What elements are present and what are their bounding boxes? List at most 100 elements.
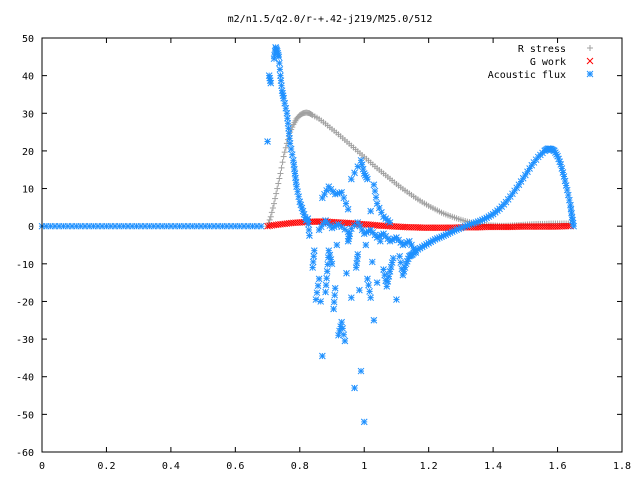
data-point [367,294,375,302]
data-point [306,232,313,239]
data-point [365,227,372,235]
data-point [318,352,326,360]
data-point [163,222,170,230]
data-point [308,111,315,118]
data-point [310,252,318,260]
data-point [485,223,493,231]
data-point [330,305,337,313]
data-point [511,223,518,231]
data-point [279,92,287,100]
data-point [339,325,347,332]
x-tick-label: 0 [39,461,45,472]
data-point [369,221,377,229]
data-point [281,99,289,107]
y-tick-label: -40 [16,373,34,384]
data-point [449,213,456,220]
y-tick-label: 10 [22,185,34,196]
chart-title: m2/n1.5/q2.0/r-+.42-j219/M25.0/512 [228,14,433,25]
data-point [342,200,350,207]
data-point [85,222,93,230]
data-point [266,222,274,230]
data-point [423,201,430,208]
data-point [562,222,570,230]
data-point [378,231,385,239]
data-point [370,181,378,189]
data-point [558,165,566,172]
y-tick-label: -20 [16,297,34,308]
data-point [500,200,508,208]
data-point [378,209,385,216]
data-point [323,267,331,275]
data-point [315,275,323,283]
series-acoustic-flux [38,44,578,426]
y-tick-label: -50 [16,410,34,421]
data-point [358,161,366,169]
data-point [391,179,398,186]
data-point [278,164,285,171]
data-point [176,222,183,230]
y-tick-label: 50 [22,34,34,45]
data-point [429,205,436,212]
data-point [286,135,293,142]
x-tick-label: 0.4 [162,461,180,472]
data-point [506,193,514,200]
data-point [556,158,564,166]
data-point [297,111,304,118]
data-point [380,266,387,273]
data-point [267,213,274,220]
data-point [309,264,317,271]
x-tick-label: 0.2 [97,461,115,472]
data-point [284,119,292,127]
data-point [530,223,538,230]
data-point [295,193,303,201]
legend-marker [586,57,594,65]
data-point [562,182,570,189]
data-point [375,222,383,229]
data-point [323,187,330,194]
data-point [124,222,132,230]
data-point [310,247,318,254]
data-point [333,241,341,249]
y-tick-label: 40 [22,72,34,83]
y-tick-label: -10 [16,260,34,271]
data-point [388,259,396,266]
data-point [339,135,346,142]
data-point [280,153,287,160]
data-point [294,188,301,196]
data-point [279,159,286,166]
data-point [294,114,301,121]
data-point [253,222,261,230]
data-point [278,82,285,90]
data-point [330,298,338,306]
data-point [385,273,393,280]
data-point [309,258,317,266]
plot-frame [41,37,623,453]
data-point [277,170,284,177]
data-point [560,173,568,180]
data-point [414,224,422,231]
data-point [343,269,350,277]
data-point [240,222,248,230]
data-point [390,235,398,243]
data-point [322,281,330,289]
legend-label: R stress [518,44,566,55]
data-point [269,204,276,211]
data-point [404,188,411,195]
data-point [537,223,544,230]
legend-marker [586,70,594,78]
data-point [564,191,572,199]
data-point [397,259,405,266]
data-point [274,51,282,59]
data-point [305,220,312,228]
data-point [362,241,370,249]
legend-label: Acoustic flux [488,70,566,81]
data-point [343,219,351,227]
data-point [403,239,411,246]
data-point [340,194,348,202]
data-point [314,282,322,290]
y-tick-label: 20 [22,147,34,158]
data-point [433,224,441,232]
data-point [365,281,372,289]
